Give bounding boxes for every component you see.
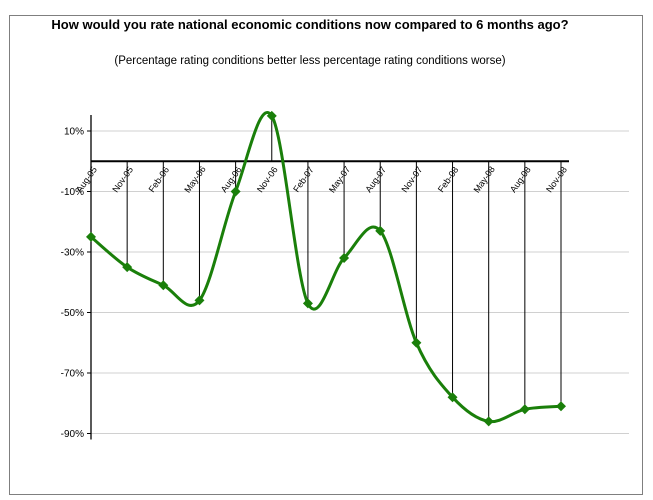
y-tick-label: -90% (61, 429, 84, 440)
y-tick-label: -50% (61, 308, 84, 319)
data-point (302, 298, 313, 309)
chart-title: How would you rate national economic con… (51, 17, 569, 32)
data-point (339, 253, 350, 264)
chart-subtitle: (Percentage rating conditions better les… (114, 55, 506, 67)
y-tick-label: -10% (61, 187, 84, 198)
x-tick-label: Aug-07 (363, 165, 388, 195)
x-tick-label: May-07 (327, 164, 352, 194)
data-point (556, 401, 566, 412)
data-point (122, 262, 133, 273)
y-tick-label: -30% (61, 248, 84, 259)
data-point (519, 404, 530, 415)
y-tick-label: -70% (61, 369, 84, 380)
x-tick-label: Aug-05 (74, 165, 99, 195)
data-point (483, 416, 494, 427)
x-tick-label: Nov-06 (255, 165, 280, 195)
series-line (90, 111, 562, 424)
chart-frame (9, 15, 643, 495)
x-tick-label: Nov-07 (400, 165, 425, 195)
data-point (86, 231, 96, 242)
data-point (266, 110, 277, 121)
y-tick-label: 10% (64, 127, 84, 138)
x-tick-label: Feb-07 (291, 165, 316, 194)
x-tick-label: Feb-06 (147, 165, 172, 194)
x-tick-label: May-06 (182, 164, 207, 194)
x-tick-label: Nov-08 (544, 165, 569, 195)
x-tick-label: Nov-05 (110, 165, 135, 195)
data-point (194, 295, 205, 306)
x-tick-label: Feb-08 (436, 165, 461, 194)
data-point (230, 186, 241, 197)
x-tick-label: Aug-08 (508, 165, 533, 195)
data-point (447, 392, 458, 403)
data-point (411, 337, 422, 348)
data-point (375, 225, 386, 236)
x-tick-label: May-08 (472, 164, 497, 194)
data-point (158, 280, 169, 291)
